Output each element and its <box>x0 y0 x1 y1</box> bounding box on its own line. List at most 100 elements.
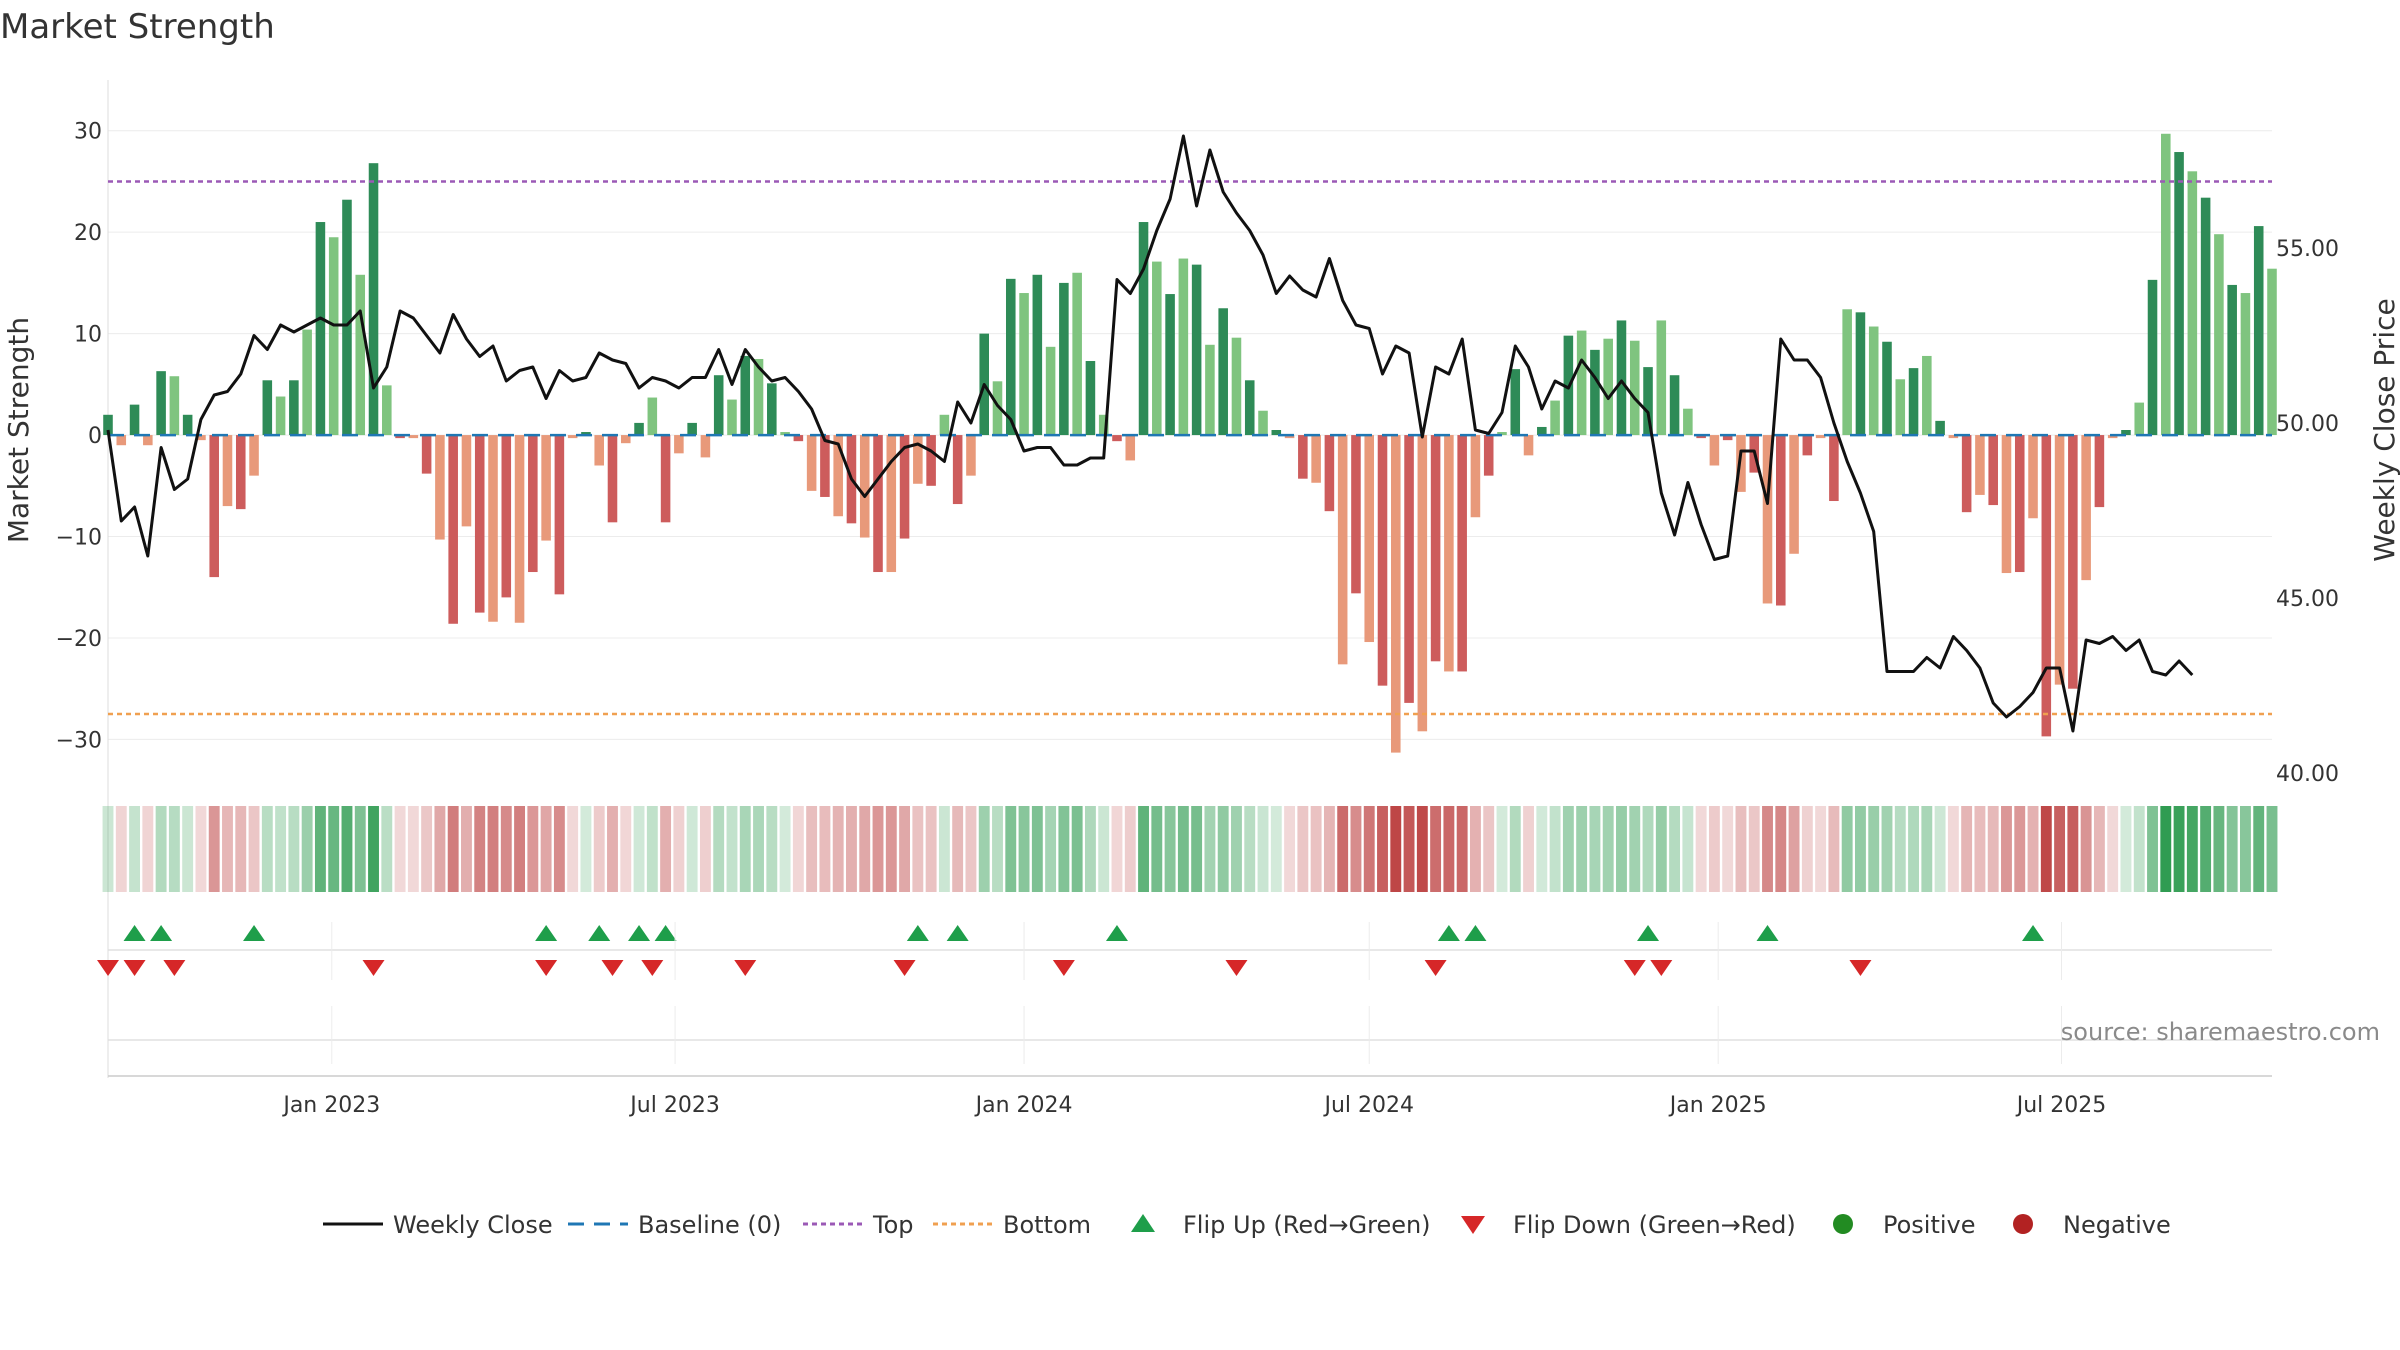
ribbon-cell <box>872 806 884 892</box>
strength-bar <box>1258 410 1268 436</box>
strength-bar <box>1072 272 1082 436</box>
weekly-close-line <box>106 134 2194 733</box>
strength-bar <box>780 432 790 436</box>
strength-bar <box>1351 435 1361 594</box>
left-tick-label: −10 <box>56 526 102 551</box>
flip-up-marker <box>150 925 173 941</box>
legend-swatch <box>1131 1214 1155 1232</box>
strength-bar <box>926 435 936 486</box>
strength-bar <box>222 435 233 507</box>
strength-bar <box>2214 234 2224 436</box>
legend-entry: Negative <box>2013 1211 2171 1239</box>
legend-entry: Weekly Close <box>323 1211 553 1239</box>
strength-bar <box>833 435 843 517</box>
strength-bar <box>820 435 830 497</box>
ribbon-cell <box>1762 806 1773 892</box>
flip-up-marker <box>1464 925 1487 941</box>
flip-down-marker <box>1650 960 1673 976</box>
ribbon-cell <box>2107 806 2119 892</box>
ribbon-cell <box>660 806 672 892</box>
legend-label: Bottom <box>1003 1211 1091 1239</box>
flip-down-marker <box>1225 960 1248 976</box>
ribbon-cell <box>1947 806 1959 892</box>
x-tick-label: Jan 2024 <box>974 1093 1073 1118</box>
ribbon-cell <box>381 806 393 892</box>
strength-bar <box>395 435 405 439</box>
strength-bar <box>209 435 219 578</box>
flip-up-marker <box>1756 925 1779 941</box>
ribbon-cell <box>620 806 632 892</box>
ribbon-cell <box>1390 806 1402 892</box>
legend-swatch <box>1461 1216 1485 1234</box>
strength-bar <box>328 237 339 436</box>
ribbon-cell <box>1695 806 1707 892</box>
strength-bar <box>382 385 392 436</box>
ribbon-cell <box>553 806 565 892</box>
ribbon-cell <box>2001 806 2012 892</box>
strength-bar <box>1298 435 1308 479</box>
ribbon-cell <box>527 806 539 892</box>
ribbon-cell <box>2133 806 2145 892</box>
strength-bar <box>1736 435 1746 492</box>
strength-bar <box>1218 308 1228 436</box>
ribbon-cell <box>1894 806 1906 892</box>
strength-bar <box>1444 435 1454 672</box>
right-axis-title: Weekly Close Price <box>2368 298 2400 561</box>
ribbon-cell <box>1642 806 1654 892</box>
ribbon-cell <box>2147 806 2158 892</box>
legend-label: Negative <box>2063 1211 2171 1239</box>
strength-bar <box>913 435 923 484</box>
legend: Weekly Close Baseline (0) Top Bottom Flip Up… <box>323 1211 2171 1239</box>
ribbon-cell <box>1801 806 1813 892</box>
ribbon-cell <box>1191 806 1203 892</box>
strength-bar <box>1045 346 1056 436</box>
ribbon-cell <box>2160 806 2172 892</box>
strength-bar <box>1576 330 1587 436</box>
strength-bar <box>2068 435 2078 689</box>
strength-bar <box>315 222 326 436</box>
reference-lines <box>108 180 2272 716</box>
flip-down-marker <box>893 960 916 976</box>
strength-bar <box>435 435 445 540</box>
ribbon-cell <box>925 806 937 892</box>
strength-bar <box>488 435 498 622</box>
strength-bar <box>1152 261 1162 436</box>
ribbon-cell <box>806 806 818 892</box>
strength-bar <box>1868 326 1879 436</box>
strength-bar <box>1059 282 1069 436</box>
x-tick-label: Jul 2023 <box>628 1093 720 1118</box>
ribbon-cell <box>1629 806 1641 892</box>
strength-bar <box>103 414 113 436</box>
strength-bar <box>700 435 711 458</box>
strength-bar <box>1988 435 1998 506</box>
grid-lines <box>107 80 2272 1078</box>
strength-bar <box>275 396 286 436</box>
strength-bar <box>687 422 697 436</box>
ribbon-cell <box>394 806 406 892</box>
flip-down-marker <box>535 960 558 976</box>
ribbon-cell <box>368 806 379 892</box>
ribbon-cell <box>314 806 326 892</box>
ribbon-cell <box>1854 806 1866 892</box>
ribbon-cell <box>1217 806 1229 892</box>
left-tick-label: −20 <box>56 627 102 652</box>
ribbon-cell <box>952 806 964 892</box>
strength-bar <box>952 435 963 505</box>
strength-bar <box>1390 435 1401 753</box>
ribbon-cell <box>1496 806 1508 892</box>
ribbon-cell <box>208 806 220 892</box>
ribbon-cell <box>1483 806 1495 892</box>
ribbon-cell <box>633 806 645 892</box>
right-axis-ticks: 55.00 50.00 45.00 40.00 <box>2276 237 2339 787</box>
strength-bar <box>992 381 1003 436</box>
strength-bar <box>2028 435 2038 519</box>
flip-down-marker <box>1623 960 1646 976</box>
strength-bar <box>182 414 193 436</box>
strength-bar <box>1483 435 1494 476</box>
x-tick-label: Jan 2025 <box>1668 1093 1767 1118</box>
strength-bar <box>1842 309 1852 436</box>
strength-bar <box>1683 408 1693 436</box>
ribbon-cell <box>1722 806 1734 892</box>
ribbon-cell <box>2200 806 2212 892</box>
